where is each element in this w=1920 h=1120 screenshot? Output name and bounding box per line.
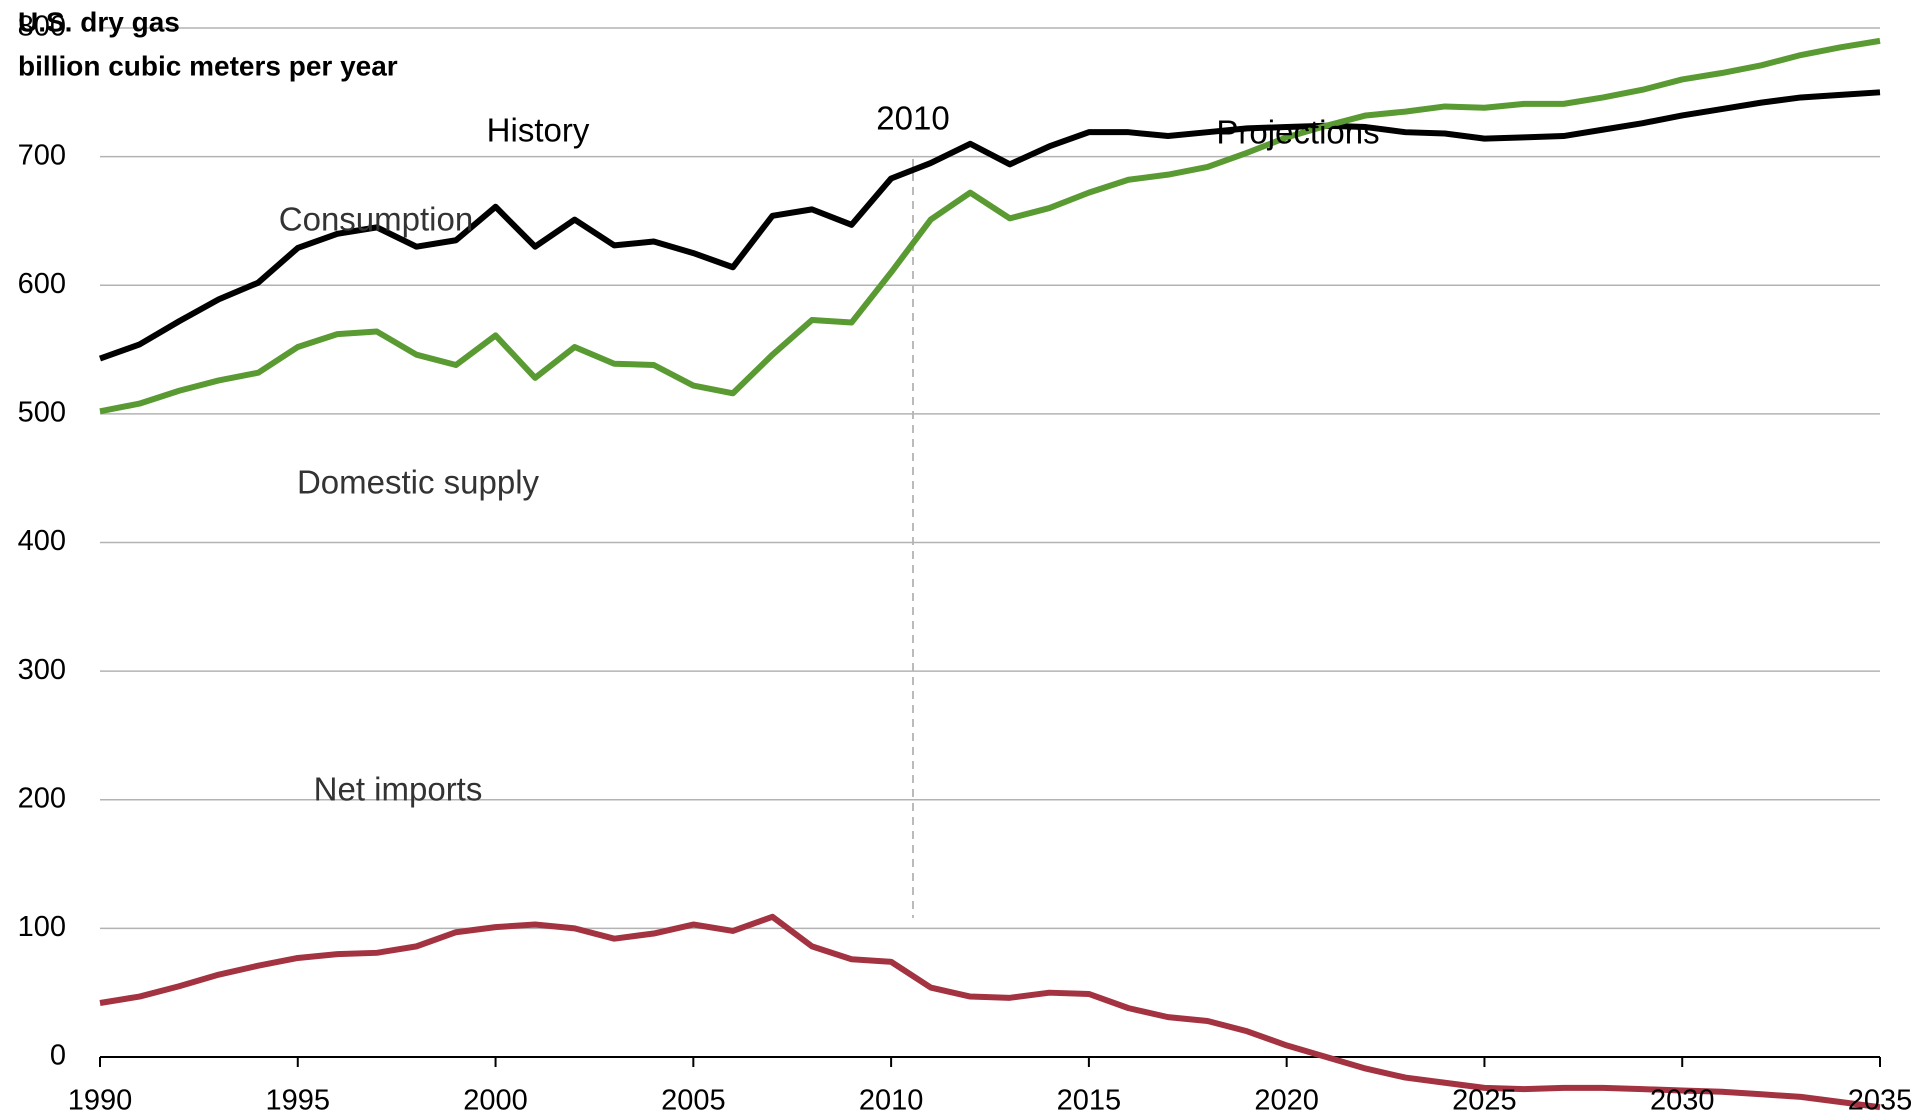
x-tick-label: 2020: [1254, 1085, 1319, 1117]
x-tick-label: 1995: [266, 1085, 331, 1117]
annotation: Domestic supply: [297, 464, 540, 501]
annotation: Net imports: [314, 771, 483, 808]
y-tick-label: 600: [18, 268, 66, 300]
x-tick-label: 2015: [1057, 1085, 1122, 1117]
lines: [98, 37, 1881, 1111]
y-tick-label: 100: [18, 911, 66, 943]
y-tick-label: 300: [18, 654, 66, 686]
x-tick-label: 2035: [1848, 1085, 1913, 1117]
y-tick-label: 200: [18, 782, 66, 814]
x-tick-label: 2010: [859, 1085, 924, 1117]
chart-title: U.S. dry gas: [18, 6, 180, 37]
labels: 0 100 200 300 400 500 600 700 800 1990 1995 2000 200…: [18, 11, 1913, 1117]
x-tick-label: 2000: [463, 1085, 528, 1117]
annotation: Consumption: [279, 201, 473, 238]
x-tick-label: 2005: [661, 1085, 726, 1117]
series-line: [99, 913, 1881, 1111]
annotation: History: [487, 112, 590, 149]
y-tick-label: 700: [18, 139, 66, 171]
chart-subtitle: billion cubic meters per year: [18, 50, 398, 81]
y-tick-label: 0: [50, 1040, 66, 1072]
annotation: Projections: [1216, 114, 1379, 151]
series-line: [99, 37, 1881, 415]
y-tick-label: 500: [18, 397, 66, 429]
series-line: [98, 89, 1881, 362]
x-tick-label: 2030: [1650, 1085, 1715, 1117]
grid: [99, 27, 1881, 1067]
y-tick-label: 800: [18, 11, 66, 43]
y-tick-label: 400: [18, 525, 66, 557]
x-tick-label: 1990: [68, 1085, 133, 1117]
annotation: 2010: [876, 100, 949, 137]
x-tick-label: 2025: [1452, 1085, 1517, 1117]
